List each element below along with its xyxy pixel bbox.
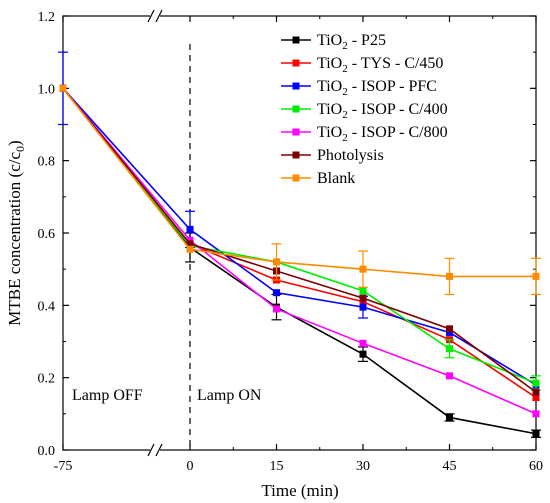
data-point <box>446 345 453 353</box>
y-tick-label: 0.0 <box>38 444 56 459</box>
legend-label: TiO2 - ISOP - C/400 <box>317 101 448 121</box>
y-tick-label: 1.0 <box>38 82 56 97</box>
series-line <box>62 87 536 278</box>
data-point <box>359 339 367 347</box>
legend-swatch-marker <box>292 82 300 90</box>
data-point <box>532 410 540 418</box>
axis-break-slash <box>147 9 155 23</box>
data-point <box>186 245 194 253</box>
legend-swatch-marker <box>292 128 300 136</box>
legend-swatch-marker <box>292 36 300 44</box>
axis-break-gap <box>150 10 160 22</box>
legend-label: TiO2 - ISOP - PFC <box>317 78 437 98</box>
series-line <box>62 87 537 393</box>
lamp-off-label: Lamp OFF <box>72 387 143 404</box>
legend-label: TiO2 - TYS - C/450 <box>317 55 443 75</box>
data-point <box>359 303 367 311</box>
data-point <box>359 287 367 295</box>
y-axis-title: MTBE concentration (c/c0) <box>5 140 27 325</box>
data-point <box>186 225 194 233</box>
axis-break <box>147 9 163 457</box>
axis-break-slash <box>147 443 155 457</box>
x-tick-label: 45 <box>443 459 457 474</box>
y-tick-label: 1.2 <box>38 10 56 25</box>
x-tick-label: 0 <box>187 459 194 474</box>
plot-frame <box>62 15 537 451</box>
series <box>58 51 540 389</box>
legend: TiO2 - P25 TiO2 - TYS - C/450 TiO2 - ISOP … <box>281 32 448 187</box>
data-point <box>532 430 540 438</box>
data-point <box>359 294 367 302</box>
data-point <box>532 388 540 396</box>
y-ticks: 0.0 0.2 0.4 0.6 0.8 1.0 1.2 <box>38 10 536 459</box>
series-layer <box>58 51 541 438</box>
y-tick-label: 0.4 <box>38 299 56 314</box>
x-tick-label: 60 <box>529 459 543 474</box>
data-point <box>532 394 540 402</box>
data-point <box>532 379 540 387</box>
x-ticks: -75 0 15 30 45 60 <box>54 16 543 474</box>
y-tick-label: 0.8 <box>38 155 56 170</box>
y-tick-label: 0.6 <box>38 227 56 242</box>
data-point <box>273 289 280 297</box>
legend-label: Blank <box>317 170 355 187</box>
legend-label: Photolysis <box>317 147 384 164</box>
data-point <box>273 305 280 313</box>
data-point <box>59 84 67 92</box>
series-line <box>62 87 537 415</box>
series-line <box>62 87 537 386</box>
y-tick-label: 0.2 <box>38 372 56 387</box>
axis-break-slash <box>155 9 163 23</box>
data-point <box>359 265 367 273</box>
series-line <box>62 87 537 435</box>
data-point <box>446 413 453 421</box>
x-tick-label: -75 <box>54 459 73 474</box>
axis-break-gap <box>150 444 160 456</box>
series <box>59 84 541 296</box>
legend-label: TiO2 - P25 <box>317 32 386 52</box>
data-point <box>359 350 367 358</box>
data-point <box>446 272 453 280</box>
data-point <box>532 272 540 280</box>
data-point <box>446 328 453 336</box>
x-tick-label: 30 <box>356 459 370 474</box>
data-point <box>446 325 453 333</box>
x-tick-label: 15 <box>270 459 284 474</box>
data-point <box>186 240 194 248</box>
x-axis-title: Time (min) <box>261 481 338 500</box>
series-line <box>62 87 537 384</box>
legend-label: TiO2 - ISOP - C/800 <box>317 124 448 144</box>
legend-swatch-marker <box>292 151 300 159</box>
legend-swatch-marker <box>292 59 300 67</box>
lamp-on-label: Lamp ON <box>197 387 262 404</box>
legend-swatch-marker <box>292 174 300 182</box>
data-point <box>273 258 280 266</box>
data-point <box>186 236 194 244</box>
data-point <box>446 372 453 380</box>
legend-swatch-marker <box>292 105 300 113</box>
axis-break-slash <box>155 443 163 457</box>
